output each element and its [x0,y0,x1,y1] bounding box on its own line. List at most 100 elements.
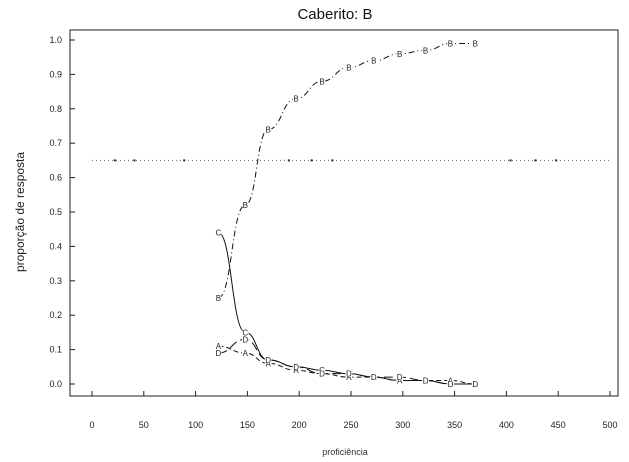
series-point-label: D [371,373,377,382]
series-point-label: D [293,363,299,372]
series-point [422,377,429,384]
series-d: D D D D D D D D D D D [214,335,479,389]
series-point-label: D [346,370,352,379]
y-tick-label: 0.9 [49,69,62,79]
series-point-label: D [448,380,454,389]
series-point-label: D [216,349,222,358]
reference-line-group [92,159,610,162]
y-tick-label: 0.8 [49,104,62,114]
series-point-label: A [243,349,249,358]
series-point [214,294,222,302]
x-tick-label: 450 [551,420,566,430]
series-point-label: B [371,57,376,66]
series-point-label: B [473,39,478,48]
series-point [214,349,222,357]
series-point-label: B [216,294,221,303]
series-point [447,40,454,47]
series-point-label: B [265,125,270,134]
series-point-label: B [423,46,428,55]
series-point-label: D [472,380,478,389]
plot-frame [69,29,619,397]
series-point [318,77,326,85]
x-tick-label: 250 [343,420,358,430]
y-tick-label: 0.6 [49,173,62,183]
series-point-label: B [243,201,248,210]
series-point [241,349,249,357]
series-point [422,46,429,54]
series-a: AAAAAAAAAAA [214,342,479,389]
series-point-label: A [397,377,403,386]
series-point-label: D [319,370,325,379]
series-point-label: B [319,77,324,86]
series-point [292,363,300,371]
x-tick-label: 200 [292,420,307,430]
reference-marker [113,159,116,162]
reference-marker [331,159,334,162]
x-axis-ticks: 0 50 100 150 200 250 300 350 400 450 500 [89,391,618,430]
x-tick-label: 400 [499,420,514,430]
series-point [471,40,479,47]
y-axis-title: proporção de resposta [13,152,27,272]
x-tick-label: 100 [188,420,203,430]
series-point [292,95,300,102]
series-point [264,356,272,364]
series-point-label: D [397,373,403,382]
series-point [471,380,479,388]
x-tick-label: 150 [240,420,255,430]
chart-title: Caberito: B [297,6,372,23]
series-point [396,373,404,381]
series-point-label: B [346,64,351,73]
y-tick-label: 0.4 [49,241,62,251]
series-point [264,126,272,133]
series-point-label: B [397,50,402,59]
series-line [218,42,476,299]
series-point [396,50,404,58]
y-tick-label: 0.3 [49,276,62,286]
y-tick-label: 0.5 [49,207,62,217]
series-layer: BBBBBBBBBBBCCCCCCCCCCCAAAAAAAAAAADDDDDDD… [214,39,479,389]
reference-marker [509,159,512,162]
series-point [241,201,249,209]
series-point [241,335,249,343]
y-tick-label: 0.2 [49,310,62,320]
y-tick-label: 0.1 [49,345,62,355]
series-point-label: B [293,94,298,103]
series-line [218,232,476,385]
reference-marker [183,159,186,162]
y-tick-label: 1.0 [49,35,62,45]
reference-marker [287,159,290,162]
series-point [318,370,326,378]
y-axis-ticks: 0.0 0.1 0.2 0.3 0.4 0.5 0.6 0.7 0.8 0.9 1.0 [49,35,75,389]
series-point-label: D [423,377,429,386]
x-tick-label: 0 [89,420,94,430]
x-axis-title: proficiência [322,447,368,457]
reference-marker [310,159,313,162]
x-tick-label: 350 [447,420,462,430]
x-tick-label: 300 [395,420,410,430]
series-point-label: A [346,373,352,382]
y-tick-label: 0.7 [49,138,62,148]
series-point [447,380,454,388]
series-point [241,329,249,336]
series-point [370,57,378,65]
series-point-label: A [293,366,299,375]
series-point-label: C [242,328,248,337]
series-point-label: D [242,335,248,344]
x-tick-label: 500 [602,420,617,430]
series-point-label: A [265,359,271,368]
series-point-label: D [265,356,271,365]
series-c: CCCCCCCCCCC [214,229,479,389]
series-point [214,229,222,237]
series-point [345,64,353,71]
series-point [214,342,222,350]
y-tick-label: 0.0 [49,379,62,389]
x-tick-label: 50 [139,420,149,430]
series-point-label: B [448,39,453,48]
series-point-label: C [216,229,222,238]
series-b: B B B B B B B B B B B [214,39,479,303]
series-point [370,373,378,381]
series-point [345,370,353,378]
series-point-label: A [216,342,222,351]
reference-marker [555,159,558,162]
